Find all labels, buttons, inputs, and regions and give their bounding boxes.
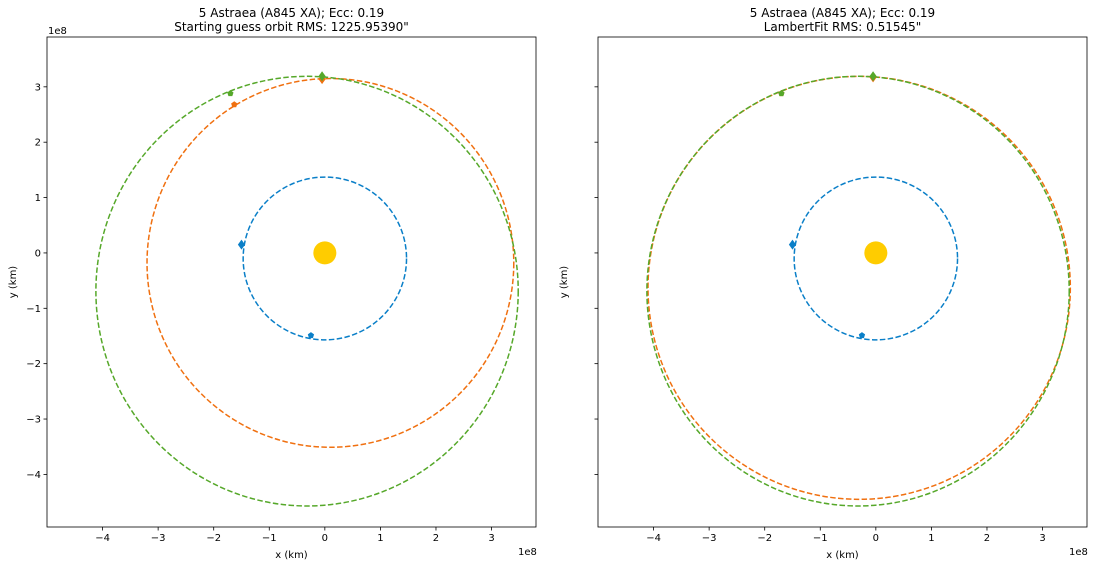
pentagon-marker-3	[227, 90, 234, 97]
chart-panel-2: 5 Astraea (A845 XA); Ecc: 0.19LambertFit…	[559, 6, 1088, 561]
sun-marker	[864, 241, 888, 265]
y-tick-label: −2	[26, 359, 41, 370]
orbit-line-3	[95, 75, 519, 507]
y-tick-label: −4	[26, 470, 41, 481]
x-tick-label: −4	[95, 533, 110, 544]
x-tick-label: −2	[757, 533, 772, 544]
x-tick-label: 2	[984, 533, 990, 544]
chart-title: 5 Astraea (A845 XA); Ecc: 0.19	[199, 6, 384, 20]
x-tick-label: 0	[873, 533, 879, 544]
chart-subtitle: LambertFit RMS: 0.51545"	[764, 20, 922, 34]
x-tick-label: 2	[433, 533, 439, 544]
diamond-marker-3	[869, 71, 877, 82]
plot-area	[646, 71, 1072, 507]
pentagon-marker-3	[778, 90, 785, 97]
sun-marker	[313, 241, 337, 265]
y-axis-label: y (km)	[559, 266, 570, 299]
y-tick-label: 0	[35, 248, 41, 259]
x-tick-label: 3	[1039, 533, 1045, 544]
x-axis-label: x (km)	[826, 550, 859, 561]
x-axis-label: x (km)	[275, 550, 308, 561]
pentagon-marker-1	[307, 332, 315, 339]
y-tick-label: 3	[35, 82, 41, 93]
diamond-marker-1	[788, 239, 797, 250]
x-tick-label: −3	[151, 533, 166, 544]
orbit-line-1	[242, 176, 408, 341]
axes-frame	[46, 36, 537, 528]
x-tick-label: −1	[813, 533, 828, 544]
plot-area	[95, 71, 519, 507]
pentagon-marker-2	[231, 101, 238, 108]
chart-title: 5 Astraea (A845 XA); Ecc: 0.19	[750, 6, 935, 20]
pentagon-marker-1	[858, 332, 866, 339]
x-tick-label: 1	[377, 533, 383, 544]
chart-subtitle: Starting guess orbit RMS: 1225.95390"	[174, 20, 409, 34]
axes-frame	[597, 36, 1088, 528]
orbit-line-1	[793, 176, 959, 341]
y-axis-label: y (km)	[8, 266, 19, 299]
x-tick-label: 3	[488, 533, 494, 544]
diamond-marker-3	[318, 71, 326, 82]
y-axis-multiplier: 1e8	[48, 26, 67, 37]
diamond-marker-1	[237, 239, 246, 250]
y-tick-label: −1	[26, 304, 41, 315]
x-tick-label: −1	[262, 533, 277, 544]
x-tick-label: −4	[646, 533, 661, 544]
x-axis-multiplier: 1e8	[1069, 547, 1088, 558]
orbit-line-2	[146, 77, 515, 449]
x-tick-label: 1	[928, 533, 934, 544]
x-axis-multiplier: 1e8	[518, 547, 537, 558]
x-tick-label: −2	[206, 533, 221, 544]
orbit-line-3	[646, 75, 1070, 507]
y-tick-label: 1	[35, 193, 41, 204]
y-tick-label: 2	[35, 138, 41, 149]
x-tick-label: −3	[702, 533, 717, 544]
x-tick-label: 0	[322, 533, 328, 544]
y-tick-label: −3	[26, 415, 41, 426]
